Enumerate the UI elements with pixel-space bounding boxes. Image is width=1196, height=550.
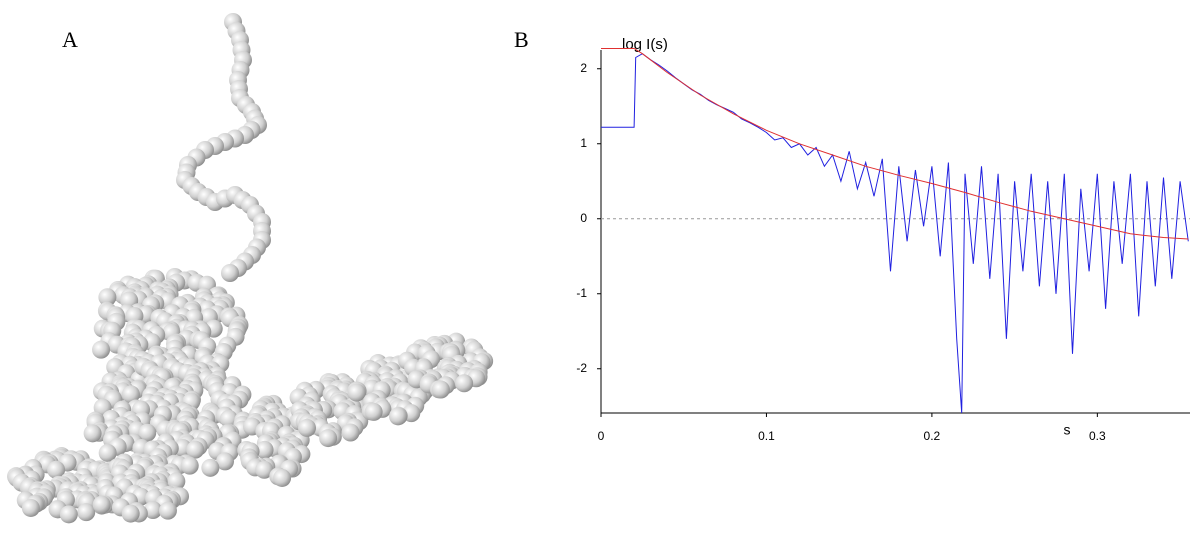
atom-sphere bbox=[186, 440, 205, 459]
panel-label: B bbox=[514, 27, 529, 52]
atom-sphere bbox=[364, 402, 383, 421]
atom-sphere bbox=[138, 423, 157, 442]
atom-sphere bbox=[21, 498, 40, 517]
atom-sphere bbox=[341, 423, 360, 442]
atom-sphere bbox=[319, 429, 338, 448]
atom-sphere bbox=[273, 468, 292, 487]
data-line bbox=[601, 48, 1189, 240]
y-tick-label: -1 bbox=[576, 286, 587, 300]
x-tick-label: 0.3 bbox=[1089, 429, 1106, 443]
x-tick-label: 0.2 bbox=[924, 429, 941, 443]
y-tick-label: 0 bbox=[580, 211, 587, 225]
atom-sphere bbox=[255, 460, 274, 479]
atom-sphere bbox=[219, 409, 238, 428]
x-tick-label: 0 bbox=[598, 429, 605, 443]
atom-sphere bbox=[47, 460, 66, 479]
atom-sphere bbox=[121, 504, 140, 523]
x-axis-label: s bbox=[1064, 422, 1071, 438]
atom-sphere bbox=[77, 503, 96, 522]
atom-sphere bbox=[98, 443, 117, 462]
atom-sphere bbox=[431, 380, 450, 399]
atom-sphere bbox=[158, 501, 177, 520]
atom-sphere bbox=[255, 440, 274, 459]
atom-sphere bbox=[92, 340, 111, 359]
atom-sphere bbox=[92, 495, 111, 514]
chart-title: log I(s) bbox=[622, 36, 668, 53]
atom-sphere bbox=[59, 505, 78, 524]
molecule-model bbox=[7, 13, 494, 524]
panel-label: A bbox=[62, 27, 78, 52]
y-tick-label: 2 bbox=[580, 61, 587, 75]
atom-sphere bbox=[98, 288, 117, 307]
atom-sphere bbox=[143, 501, 162, 520]
atom-sphere bbox=[216, 452, 235, 471]
atom-sphere bbox=[347, 383, 366, 402]
data-line bbox=[601, 53, 1189, 414]
atom-sphere bbox=[221, 264, 239, 282]
x-tick-label: 0.1 bbox=[758, 429, 775, 443]
atom-sphere bbox=[83, 424, 102, 443]
atom-sphere bbox=[298, 418, 317, 437]
atom-sphere bbox=[121, 385, 140, 404]
atom-sphere bbox=[389, 407, 408, 426]
y-tick-label: -2 bbox=[576, 361, 587, 375]
y-tick-label: 1 bbox=[580, 136, 587, 150]
atom-sphere bbox=[455, 374, 474, 393]
atom-sphere bbox=[180, 456, 199, 475]
atom-sphere bbox=[201, 458, 220, 477]
